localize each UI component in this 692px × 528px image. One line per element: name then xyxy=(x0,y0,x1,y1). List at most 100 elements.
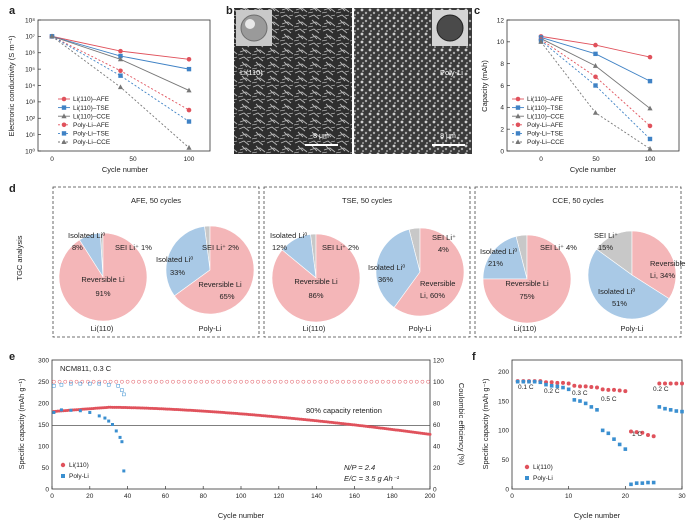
chart-a-legend-label: Poly-Li–AFE xyxy=(73,122,110,129)
chart-a-legend-label: Li(110)–AFE xyxy=(73,96,110,103)
ce-point-li110 xyxy=(346,379,351,384)
chart-e-xtick: 80 xyxy=(200,493,208,500)
ce-point-polyli xyxy=(59,382,64,387)
chart-a-legend-label: Poly-Li–CCE xyxy=(73,139,111,146)
pie-value-rev: 91% xyxy=(95,289,110,298)
rate-label: 1 C xyxy=(632,431,642,438)
rate-point-polyli xyxy=(555,384,560,389)
chart-a-xtick: 50 xyxy=(129,156,137,163)
rate-point-li110 xyxy=(555,380,560,385)
group-title-afe: AFE, 50 cycles xyxy=(131,196,181,205)
ce-point-li110 xyxy=(188,379,192,384)
ce-point-li110 xyxy=(363,379,368,384)
capacity-point-polyli xyxy=(110,423,114,426)
pie-charts xyxy=(58,225,677,324)
pie-label-rev: Reversible Li xyxy=(505,279,549,288)
pie-label-sei: SEI Li⁺ 4% xyxy=(540,243,577,252)
chart-c: Cycle number Capacity (mAh) 0 50 100 0 2 4… xyxy=(480,17,680,174)
ce-point-li110 xyxy=(120,379,124,384)
rate-point-li110 xyxy=(606,387,611,392)
rate-point-li110 xyxy=(600,387,605,392)
ce-point-li110 xyxy=(324,379,328,384)
chart-e-ylabel: Specific capacity (mAh g⁻¹) xyxy=(17,378,26,470)
rate-point-polyli xyxy=(617,442,622,447)
pie-label-sei: SEI Li⁺ 2% xyxy=(202,243,239,252)
chart-a-legend-marker xyxy=(61,113,67,119)
panel-label-d: d xyxy=(9,183,16,195)
ce-point-li110 xyxy=(261,379,266,384)
chart-a-xtick: 100 xyxy=(184,156,195,163)
pie-slice xyxy=(173,225,255,315)
chart-c-legend-marker xyxy=(515,131,521,136)
chart-c-ylabel: Capacity (mAh) xyxy=(480,60,489,112)
rate-point-polyli xyxy=(566,387,571,392)
pie-label-rev: Reversible xyxy=(650,259,685,268)
chart-e-xtick: 100 xyxy=(236,493,247,500)
chart-c-yticks: 0 2 4 6 8 10 12 xyxy=(497,17,510,155)
ce-point-li110 xyxy=(210,379,215,384)
ce-point-li110 xyxy=(148,379,153,384)
rate-label: 0.1 C xyxy=(518,384,534,391)
group-box-cce xyxy=(474,186,682,338)
chart-c-ytick: 4 xyxy=(500,105,504,112)
rate-point-li110 xyxy=(640,430,645,435)
ce-point-li110 xyxy=(176,379,181,384)
ce-point-polyli xyxy=(122,392,126,397)
ce-point-li110 xyxy=(278,379,283,384)
pie-value-iso: 8% xyxy=(72,243,83,252)
ce-point-li110 xyxy=(426,379,430,384)
pie-label-rev: Reversible Li xyxy=(294,277,338,286)
pie-name: Li(110) xyxy=(303,324,326,333)
pie-slice xyxy=(375,229,421,309)
chart-f-ytick: 50 xyxy=(502,457,510,464)
pie-name: Poly-Li xyxy=(409,324,432,333)
chart-a-ytick: 10¹ xyxy=(26,132,36,139)
rate-point-polyli xyxy=(600,428,605,433)
chart-e-ytick: 0 xyxy=(45,486,49,493)
chart-a-point xyxy=(118,73,123,78)
pie-value-iso: 51% xyxy=(612,299,627,308)
chart-a-point xyxy=(186,107,192,113)
panel-label-e: e xyxy=(9,351,15,363)
ce-point-polyli xyxy=(52,384,56,388)
chart-a-legend-marker xyxy=(61,131,67,136)
capacity-point-polyli xyxy=(120,440,124,444)
chart-a-legend-marker xyxy=(61,105,67,110)
sem-label-li110: Li(110) xyxy=(240,68,263,77)
chart-f-ylabel: Specific capacity (mAh g⁻¹) xyxy=(481,378,490,470)
ce-point-li110 xyxy=(108,379,113,384)
chart-d: TGC analysis AFE, 50 cycles TSE, 50 cycl… xyxy=(15,186,685,338)
rate-point-polyli xyxy=(515,379,520,384)
chart-c-ytick: 6 xyxy=(500,83,504,90)
ce-point-li110 xyxy=(244,379,249,384)
pie-label-sei: SEI Li⁺ xyxy=(432,233,456,242)
legend-marker-li110 xyxy=(524,464,530,470)
ce-point-li110 xyxy=(295,379,300,384)
chart-a-point xyxy=(186,66,192,72)
legend-marker-polyli xyxy=(525,476,529,480)
chart-a-ytick: 10⁶ xyxy=(25,50,35,57)
chart-a-yticks: 10⁰ 10¹ 10² 10³ 10⁴ 10⁵ 10⁶ 10⁷ 10⁸ xyxy=(25,17,41,155)
chart-c-ytick: 10 xyxy=(497,39,505,46)
rate-point-polyli xyxy=(544,382,548,387)
ce-point-polyli xyxy=(116,384,120,388)
chart-a-point xyxy=(118,48,123,54)
chart-c-point xyxy=(593,42,598,48)
ce-point-li110 xyxy=(273,379,277,384)
pie-label-iso: Isolated Li⁰ xyxy=(598,287,635,296)
chart-c-ytick: 12 xyxy=(497,17,505,24)
chart-a-legend-label: Li(110)–TSE xyxy=(73,105,110,112)
chart-c-point xyxy=(647,78,653,84)
pie-label-iso: Isolated Li⁰ xyxy=(68,231,105,240)
polyli-electrode-disc xyxy=(436,14,464,42)
chart-c-legend-marker xyxy=(515,105,521,110)
chart-c-legend-marker xyxy=(515,96,521,102)
chart-a-line xyxy=(51,35,190,91)
chart-c-legend-label: Poly-Li–CCE xyxy=(527,139,565,146)
rate-point-li110 xyxy=(617,388,622,393)
chart-c-legend-marker xyxy=(515,122,521,128)
ce-point-li110 xyxy=(358,379,362,384)
ce-point-li110 xyxy=(63,379,68,384)
chart-e-xtick: 40 xyxy=(124,493,132,500)
chart-e-note-np: N/P = 2.4 xyxy=(344,463,375,472)
